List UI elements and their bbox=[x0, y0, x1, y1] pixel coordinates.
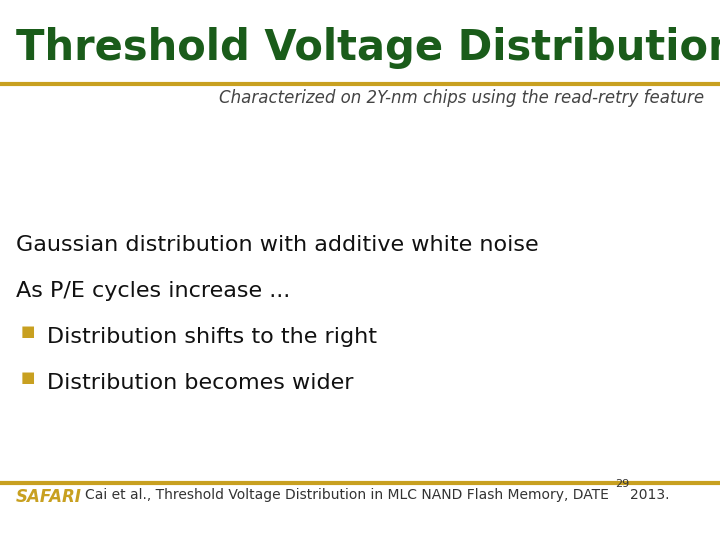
Text: Distribution becomes wider: Distribution becomes wider bbox=[47, 373, 354, 393]
Text: ■: ■ bbox=[20, 370, 35, 385]
Text: Cai et al., Threshold Voltage Distribution in MLC NAND Flash Memory, DATE: Cai et al., Threshold Voltage Distributi… bbox=[85, 488, 609, 502]
Text: SAFARI: SAFARI bbox=[16, 488, 81, 505]
Text: Threshold Voltage Distribution Model: Threshold Voltage Distribution Model bbox=[16, 27, 720, 69]
Text: As P/E cycles increase ...: As P/E cycles increase ... bbox=[16, 281, 290, 301]
Text: 2013.: 2013. bbox=[630, 488, 670, 502]
Text: ■: ■ bbox=[20, 324, 35, 339]
Text: Distribution shifts to the right: Distribution shifts to the right bbox=[47, 327, 377, 347]
Text: Characterized on 2Y-nm chips using the read-retry feature: Characterized on 2Y-nm chips using the r… bbox=[219, 89, 704, 107]
Text: Gaussian distribution with additive white noise: Gaussian distribution with additive whit… bbox=[16, 235, 539, 255]
Text: 29: 29 bbox=[616, 479, 630, 489]
